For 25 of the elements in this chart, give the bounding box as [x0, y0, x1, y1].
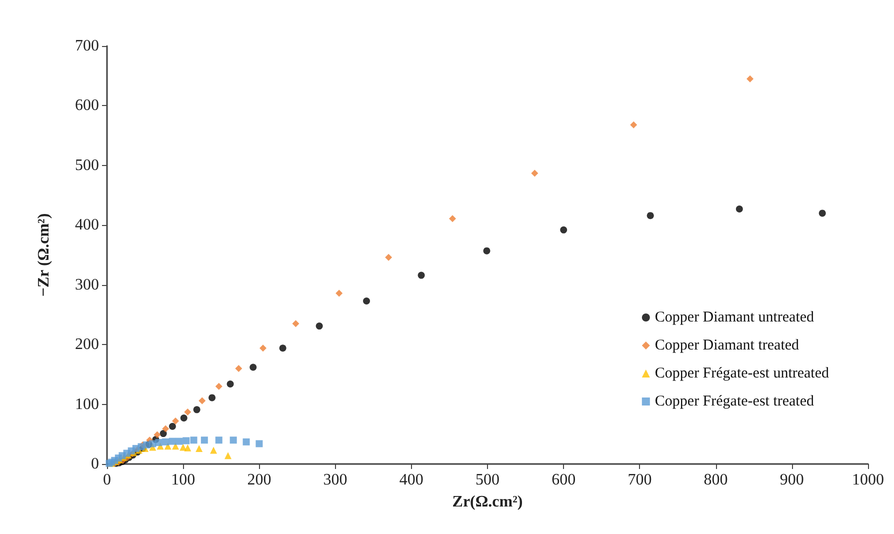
x-tick-label: 300: [323, 472, 348, 488]
x-tick-label: 500: [476, 472, 500, 488]
x-tick-label: 800: [704, 472, 728, 488]
x-tick-label: 100: [171, 472, 196, 488]
x-tick-label: 600: [552, 472, 576, 488]
y-tick-label: 400: [75, 216, 99, 234]
y-tick-label: 0: [91, 456, 99, 472]
x-tick-label: 200: [247, 472, 272, 488]
legend-label: Copper Diamant untreated: [654, 310, 815, 326]
x-axis-title: Zr(Ω.cm²): [452, 494, 523, 510]
legend-label: Copper Frégate-est untreated: [654, 366, 830, 382]
x-tick-label: 400: [399, 472, 424, 488]
y-axis-title: −Zr (Ω.cm²): [36, 213, 52, 297]
x-tick-label: 700: [628, 472, 652, 488]
y-tick-label: 700: [75, 38, 99, 54]
y-tick-label: 200: [75, 336, 99, 354]
x-tick-label: 0: [103, 472, 111, 488]
x-tick-label: 1000: [852, 472, 884, 488]
legend-label: Copper Diamant treated: [654, 338, 800, 354]
y-tick-label: 600: [75, 97, 99, 114]
y-tick-label: 500: [75, 156, 99, 174]
legend-label: Copper Frégate-est treated: [654, 394, 814, 410]
x-tick-label: 900: [780, 472, 804, 488]
y-tick-label: 100: [75, 396, 99, 413]
y-tick-label: 300: [75, 276, 99, 294]
